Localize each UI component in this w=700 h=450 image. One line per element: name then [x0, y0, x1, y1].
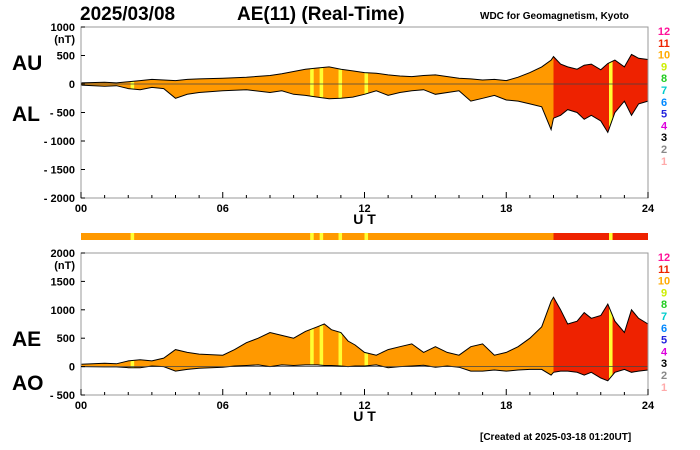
station-scale-10: 10 — [658, 50, 670, 62]
station-scale-6: 6 — [661, 323, 667, 335]
activity-fill-yellow — [338, 54, 343, 133]
activity-bar-yellow — [609, 233, 613, 240]
station-scale-5: 5 — [661, 109, 667, 121]
activity-fill-orange — [81, 297, 554, 381]
y-tick-label: 1500 — [51, 276, 75, 288]
activity-bar-yellow — [364, 233, 369, 240]
activity-fill-yellow — [130, 54, 135, 133]
unit-label: (nT) — [54, 260, 75, 272]
ao-label: AO — [12, 372, 44, 395]
activity-fill-yellow — [609, 54, 613, 133]
x-axis-label: U T — [353, 211, 376, 227]
created-timestamp: [Created at 2025-03-18 01:20UT] — [480, 432, 632, 443]
station-scale-8: 8 — [661, 73, 667, 85]
activity-bar-red — [553, 233, 648, 240]
x-tick-label: 18 — [500, 400, 512, 412]
activity-bar-yellow — [319, 233, 324, 240]
station-scale-4: 4 — [661, 120, 668, 132]
x-axis-label: U T — [353, 408, 376, 424]
activity-bar-yellow — [338, 233, 343, 240]
activity-fill-yellow — [364, 54, 369, 133]
activity-bar-yellow — [310, 233, 314, 240]
x-tick-label: 18 — [500, 203, 512, 215]
x-tick-label: 24 — [642, 400, 655, 412]
station-scale-3: 3 — [661, 132, 667, 144]
y-tick-label: 1000 — [51, 22, 75, 34]
station-scale-6: 6 — [661, 97, 667, 109]
y-tick-label: 0 — [69, 362, 75, 374]
y-tick-label: - 1000 — [44, 136, 75, 148]
station-scale-3: 3 — [661, 358, 667, 370]
station-scale-7: 7 — [661, 85, 667, 97]
au-label: AU — [12, 52, 43, 75]
y-tick-label: - 1500 — [44, 165, 75, 177]
station-scale-5: 5 — [661, 335, 667, 347]
x-tick-label: 12 — [358, 203, 370, 215]
activity-fill-yellow — [609, 297, 613, 381]
x-tick-label: 00 — [75, 400, 87, 412]
station-scale-9: 9 — [661, 287, 667, 299]
x-tick-label: 12 — [358, 400, 370, 412]
series-line-ao — [80, 364, 649, 382]
y-tick-label: 0 — [69, 79, 75, 91]
activity-bar-yellow — [130, 233, 135, 240]
station-scale-2: 2 — [661, 144, 667, 156]
x-tick-label: 06 — [217, 400, 229, 412]
station-scale-10: 10 — [658, 276, 670, 288]
activity-fill-yellow — [319, 54, 324, 133]
activity-fill-orange — [81, 54, 554, 133]
station-scale-2: 2 — [661, 370, 667, 382]
x-tick-label: 06 — [217, 203, 229, 215]
y-tick-label: 1000 — [51, 305, 75, 317]
activity-fill-yellow — [310, 297, 314, 381]
activity-fill-yellow — [310, 54, 314, 133]
x-tick-label: 00 — [75, 203, 87, 215]
y-tick-label: - 500 — [50, 108, 75, 120]
series-line-al — [80, 84, 649, 134]
activity-fill-yellow — [130, 297, 135, 381]
x-tick-label: 24 — [642, 203, 655, 215]
chart-title: AE(11) (Real-Time) — [237, 4, 405, 25]
y-tick-label: - 2000 — [44, 193, 75, 205]
station-scale-11: 11 — [658, 264, 670, 276]
y-tick-label: 500 — [57, 333, 75, 345]
station-scale-4: 4 — [661, 346, 668, 358]
station-scale-1: 1 — [661, 382, 667, 394]
station-scale-9: 9 — [661, 61, 667, 73]
al-label: AL — [12, 103, 40, 126]
y-tick-label: 2000 — [51, 248, 75, 260]
station-scale-7: 7 — [661, 311, 667, 323]
activity-fill-yellow — [319, 297, 324, 381]
series-line-au — [80, 53, 649, 84]
activity-fill-yellow — [364, 297, 369, 381]
ae-label: AE — [12, 328, 42, 351]
activity-bar-orange — [81, 233, 554, 240]
source-label: WDC for Geomagnetism, Kyoto — [480, 11, 629, 22]
unit-label: (nT) — [54, 34, 75, 46]
station-scale-11: 11 — [658, 38, 670, 50]
station-scale-12: 12 — [658, 26, 670, 38]
y-tick-label: 500 — [57, 51, 75, 63]
y-tick-label: - 500 — [50, 390, 75, 402]
activity-fill-yellow — [338, 297, 343, 381]
station-scale-8: 8 — [661, 299, 667, 311]
station-scale-1: 1 — [661, 156, 667, 168]
station-scale-12: 12 — [658, 252, 670, 264]
date-title: 2025/03/08 — [80, 4, 176, 25]
series-line-ae — [80, 296, 649, 365]
